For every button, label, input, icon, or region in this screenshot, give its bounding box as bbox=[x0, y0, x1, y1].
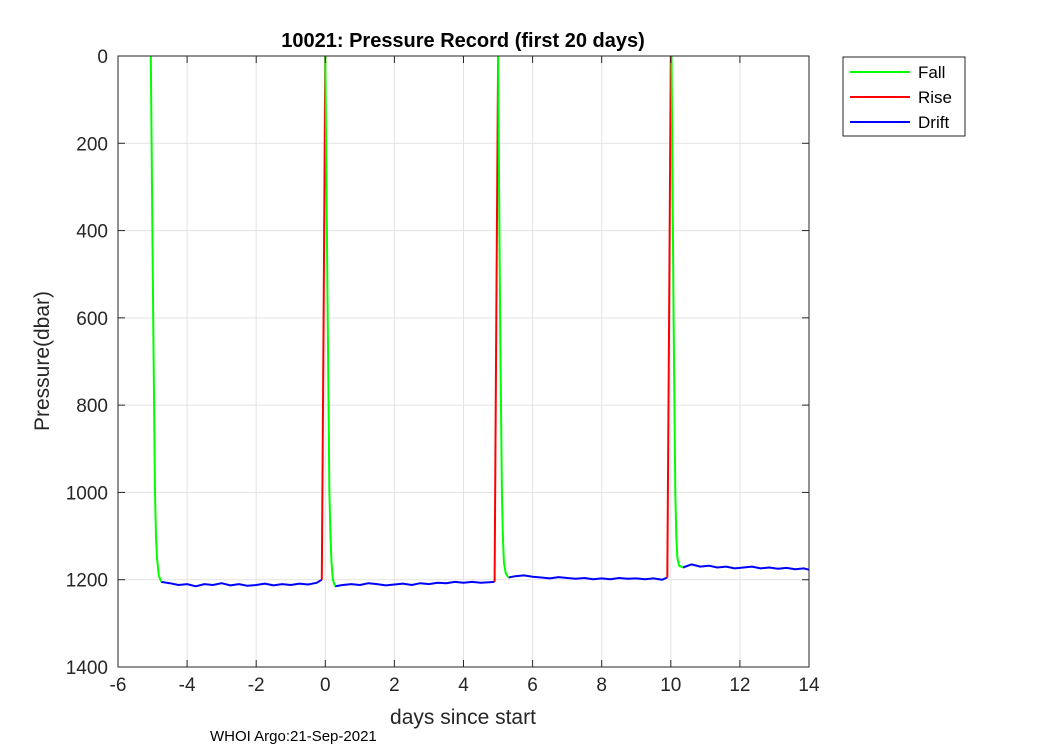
series-line-fall bbox=[324, 55, 336, 587]
x-tick-label: 12 bbox=[729, 675, 750, 696]
y-tick-label: 0 bbox=[97, 47, 108, 68]
legend: Fall Rise Drift bbox=[842, 56, 966, 137]
x-tick-label: 2 bbox=[389, 675, 400, 696]
y-tick-label: 200 bbox=[76, 134, 108, 155]
y-axis-label: Pressure(dbar) bbox=[31, 291, 54, 431]
series-line-drift bbox=[334, 580, 495, 588]
series-line-fall bbox=[149, 55, 163, 583]
x-tick-label: -2 bbox=[248, 675, 265, 696]
y-tick-label: 1400 bbox=[66, 658, 108, 679]
series-line-rise bbox=[493, 55, 500, 582]
series-line-fall bbox=[497, 55, 510, 579]
legend-label-rise: Rise bbox=[918, 88, 952, 107]
x-tick-label: 6 bbox=[527, 675, 538, 696]
series-line-drift bbox=[682, 563, 810, 571]
y-tick-label: 1200 bbox=[66, 571, 108, 592]
y-tick-label: 1000 bbox=[66, 483, 108, 504]
series-fall bbox=[149, 55, 684, 587]
footer-text: WHOI Argo:21-Sep-2021 bbox=[210, 728, 377, 745]
chart-title: 10021: Pressure Record (first 20 days) bbox=[281, 30, 645, 52]
x-axis-label: days since start bbox=[390, 706, 536, 729]
legend-label-drift: Drift bbox=[918, 113, 949, 132]
legend-label-fall: Fall bbox=[918, 63, 945, 82]
series-line-drift bbox=[161, 578, 323, 588]
x-tick-label: -4 bbox=[179, 675, 196, 696]
series-drift bbox=[161, 563, 810, 588]
series-lines bbox=[149, 55, 810, 588]
x-tick-label: 4 bbox=[458, 675, 469, 696]
y-tick-label: 600 bbox=[76, 309, 108, 330]
x-tick-label: 10 bbox=[660, 675, 681, 696]
series-line-drift bbox=[508, 574, 668, 581]
axis-ticks: -6 -4 -2 0 2 4 6 8 10 12 14 0 200 400 600 800 1000 1200 14… bbox=[66, 47, 820, 696]
x-tick-label: 0 bbox=[320, 675, 331, 696]
series-line-fall bbox=[670, 55, 684, 569]
y-tick-label: 400 bbox=[76, 222, 108, 243]
series-line-rise bbox=[320, 55, 327, 580]
x-tick-label: -6 bbox=[110, 675, 127, 696]
y-tick-label: 800 bbox=[76, 396, 108, 417]
series-rise bbox=[320, 55, 672, 582]
x-tick-label: 8 bbox=[596, 675, 607, 696]
series-line-rise bbox=[666, 55, 672, 578]
x-tick-label: 14 bbox=[798, 675, 820, 696]
